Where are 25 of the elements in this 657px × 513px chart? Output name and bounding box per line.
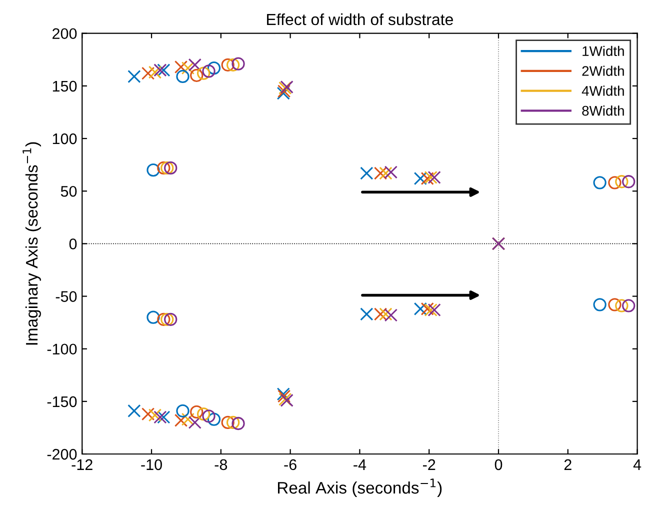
x-tick-label: 4: [633, 459, 642, 470]
x-tick-label: -2: [422, 459, 436, 470]
x-tick-label: -4: [354, 459, 366, 470]
y-tick-label: -50: [56, 291, 77, 302]
y-tick-label: 200: [52, 28, 77, 40]
chart-title: Effect of width of substrate: [267, 13, 453, 26]
legend-label: 1Width: [582, 46, 624, 56]
x-tick-label: -6: [284, 459, 296, 470]
y-tick-label: -150: [47, 396, 77, 408]
legend-label: 8Width: [582, 106, 624, 116]
x-axis-title: Real Axis (seconds$^{−1}$): [278, 478, 442, 497]
y-tick-label: -200: [47, 448, 77, 460]
x-tick-label: 2: [564, 459, 572, 470]
y-tick-label: -100: [47, 344, 77, 355]
x-tick-label: -10: [141, 459, 162, 470]
y-axis-title: Imaginary Axis (seconds$^{−1}$): [22, 142, 41, 345]
x-tick-label: -8: [214, 459, 228, 470]
legend-label: 4Width: [582, 86, 624, 96]
x-tick-label: 0: [494, 459, 502, 470]
y-tick-label: 0: [69, 238, 77, 250]
y-tick-label: 100: [52, 133, 77, 144]
legend-label: 2Width: [582, 66, 624, 76]
y-tick-label: 150: [52, 80, 77, 92]
y-tick-label: 50: [60, 186, 77, 197]
x-tick-label: -12: [72, 459, 92, 470]
